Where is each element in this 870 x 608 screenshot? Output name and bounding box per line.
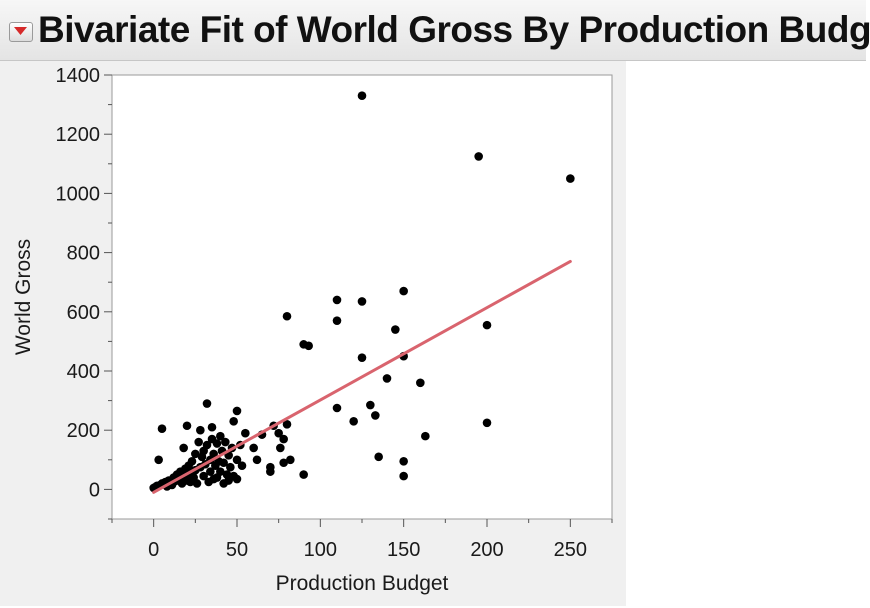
x-tick-label: 150 [387,539,420,561]
y-tick-label: 600 [67,302,100,324]
data-point[interactable] [366,400,375,410]
data-point[interactable] [179,443,188,453]
x-axis[interactable]: 0 50 100 150 200 250 [111,519,613,561]
data-point[interactable] [279,434,288,444]
data-point[interactable] [249,443,258,453]
data-point[interactable] [332,316,342,325]
data-point[interactable] [566,174,575,183]
y-tick-label: 800 [67,243,100,265]
data-point[interactable] [157,424,167,434]
data-point[interactable] [332,403,342,413]
plot-frame[interactable] [111,74,613,520]
data-point[interactable] [416,378,425,388]
data-point[interactable] [212,439,222,448]
y-tick-label: 1200 [56,124,101,146]
y-tick-label: 1000 [56,183,101,205]
data-point[interactable] [221,437,230,447]
data-point[interactable] [232,455,242,465]
data-point[interactable] [399,456,408,466]
data-point[interactable] [474,152,483,161]
data-point[interactable] [482,418,492,428]
data-point[interactable] [286,455,295,465]
x-tick-label: 0 [148,539,159,561]
data-point[interactable] [357,91,367,101]
data-point[interactable] [191,449,200,459]
data-point[interactable] [482,320,492,330]
report-title: Bivariate Fit of World Gross By Producti… [38,9,870,50]
red-triangle-menu-icon [14,27,27,35]
data-point[interactable] [194,437,203,447]
data-point[interactable] [219,458,228,468]
y-tick-label: 200 [67,420,100,442]
y-tick-label: 400 [67,361,100,383]
data-point[interactable] [182,421,192,431]
x-tick-label: 100 [304,539,337,561]
red-triangle-menu-button[interactable] [9,22,33,42]
x-tick-label: 50 [226,539,248,561]
data-point[interactable] [209,449,218,459]
data-point[interactable] [274,428,283,438]
data-point[interactable] [154,455,163,465]
x-tick-label: 250 [554,539,587,561]
data-point[interactable] [207,422,217,432]
data-point[interactable] [232,474,242,484]
data-point[interactable] [252,455,262,465]
y-tick-label: 0 [89,479,100,501]
data-point[interactable] [216,467,225,476]
data-point[interactable] [382,374,392,383]
data-point[interactable] [374,452,383,462]
data-point[interactable] [226,462,235,472]
data-point[interactable] [192,479,202,488]
data-point[interactable] [241,428,250,438]
data-point[interactable] [391,325,400,334]
data-point[interactable] [187,456,197,466]
data-point[interactable] [229,417,238,426]
data-point[interactable] [237,461,247,471]
data-point[interactable] [421,431,430,441]
data-point[interactable] [282,311,292,321]
data-point[interactable] [232,406,242,416]
report-blank-area [626,61,870,608]
data-point[interactable] [202,440,212,450]
data-points [149,91,575,493]
x-tick-label: 200 [470,539,503,561]
y-tick-label: 1400 [56,65,101,87]
data-point[interactable] [266,467,275,476]
data-point[interactable] [276,443,285,453]
y-axis-title: World Gross [12,239,35,355]
data-point[interactable] [216,431,225,441]
data-point[interactable] [349,417,358,426]
fit-line[interactable] [152,259,572,494]
data-point[interactable] [332,295,342,305]
data-point[interactable] [399,286,408,296]
data-point[interactable] [357,297,367,306]
data-point[interactable] [279,458,288,468]
data-point[interactable] [357,353,367,362]
data-point[interactable] [304,341,313,351]
data-point[interactable] [202,399,212,408]
data-point[interactable] [206,467,215,476]
y-axis[interactable]: 0 200 400 600 800 1000 1200 1400 [56,65,113,520]
x-axis-title: Production Budget [276,572,449,595]
data-point[interactable] [299,470,308,479]
data-point[interactable] [196,425,205,435]
data-point[interactable] [282,419,292,429]
outline-header: Bivariate Fit of World Gross By Producti… [0,0,870,61]
data-point[interactable] [199,471,208,481]
data-point[interactable] [371,411,380,420]
data-point[interactable] [399,471,408,481]
